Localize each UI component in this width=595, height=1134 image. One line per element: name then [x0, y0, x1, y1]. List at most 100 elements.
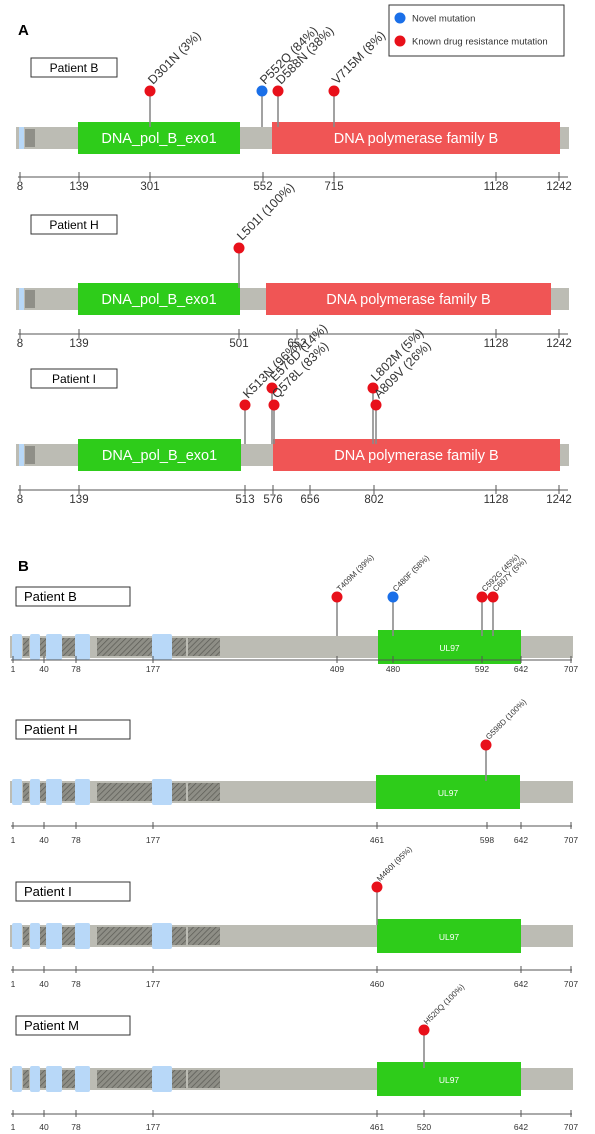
panel-b-letter: B	[18, 558, 29, 575]
dna-polymerase-family-b-domain	[273, 439, 560, 471]
low-complexity-region	[23, 1070, 29, 1088]
known-mutation-marker	[487, 591, 499, 603]
panel-a-letter: A	[18, 22, 29, 39]
panel-a-track: Patient B DNA_pol_B_exo1 DNA polymerase fa…	[16, 57, 572, 193]
low-complexity-region	[188, 927, 220, 945]
known-mutation-marker	[144, 85, 156, 97]
mutation-label: M460I (95%)	[375, 844, 414, 883]
known-mutation-marker	[272, 85, 284, 97]
tick-label: 1	[11, 979, 16, 989]
known-mutation-legend-marker	[394, 35, 406, 47]
known-mutation-marker	[371, 881, 383, 893]
known-mutation-marker	[328, 85, 340, 97]
tick-label: 8	[17, 494, 23, 506]
tick-label: 301	[140, 181, 159, 193]
low-complexity-region	[172, 638, 186, 656]
known-mutation-marker	[480, 739, 492, 751]
light-blue-segment	[30, 634, 40, 660]
novel-mutation-legend-marker	[394, 12, 406, 24]
mutation-label: V715M (8%)	[329, 28, 388, 87]
panel-b-track: Patient B UL97 1 40 78 177 409 480 592 642 707	[10, 586, 578, 674]
ul97-domain	[376, 775, 520, 809]
domain-label: UL97	[439, 1075, 460, 1085]
mutation-lollipop: T409M (39%)	[331, 553, 376, 636]
low-complexity-region	[40, 638, 46, 656]
tick-label: 480	[386, 664, 400, 674]
domain-label: DNA polymerase family B	[334, 131, 498, 147]
mutation-label: D301N (3%)	[145, 29, 204, 88]
low-complexity-region	[62, 638, 75, 656]
low-complexity-region	[188, 783, 220, 801]
tick-label: 707	[564, 664, 578, 674]
tick-label: 1242	[546, 181, 572, 193]
patient-box	[30, 214, 118, 235]
novel-mutation-marker	[387, 591, 399, 603]
known-mutation-marker	[370, 399, 382, 411]
tick-label: 642	[514, 664, 528, 674]
tick-label: 652	[287, 338, 306, 350]
mutation-lollipop: V715M (8%)	[328, 28, 388, 127]
low-complexity-region	[97, 1070, 140, 1088]
low-complexity-region	[140, 783, 152, 801]
known-mutation-marker	[233, 242, 245, 254]
low-complexity-region	[23, 927, 29, 945]
tick-label: 592	[475, 664, 489, 674]
known-mutation-marker	[239, 399, 251, 411]
tick-label: 642	[514, 1122, 528, 1132]
low-complexity-region	[140, 638, 152, 656]
legend-label: Novel mutation	[412, 14, 475, 25]
light-blue-segment	[30, 923, 40, 949]
tick-label: 78	[71, 664, 81, 674]
mutation-label: C480F (58%)	[391, 553, 431, 593]
legend-box	[388, 4, 565, 57]
low-complexity-region	[97, 638, 140, 656]
tick-label: 177	[146, 664, 160, 674]
low-complexity-region	[172, 783, 186, 801]
low-complexity-region	[172, 1070, 186, 1088]
low-complexity-region	[188, 1070, 220, 1088]
known-mutation-marker	[367, 382, 379, 394]
tick-label: 40	[39, 835, 49, 845]
mutation-label: H520Q (100%)	[422, 982, 466, 1026]
tick-label: 707	[564, 835, 578, 845]
patient-label: Patient I	[24, 884, 72, 899]
low-complexity-region	[97, 927, 140, 945]
light-blue-segment	[75, 779, 90, 805]
tick-label: 642	[514, 835, 528, 845]
light-blue-segment	[30, 779, 40, 805]
ul97-domain	[377, 919, 521, 953]
tick-label: 1242	[546, 338, 572, 350]
known-mutation-marker	[418, 1024, 430, 1036]
mutation-lollipop: C480F (58%)	[387, 553, 431, 636]
dna-polymerase-family-b-domain	[266, 283, 551, 315]
domain-label: UL97	[438, 788, 459, 798]
tick-label: 177	[146, 835, 160, 845]
tick-label: 1128	[484, 494, 509, 506]
dna-pol-b-exo1-domain	[78, 122, 240, 154]
light-blue-segment	[12, 1066, 22, 1092]
low-complexity-region	[25, 446, 35, 464]
low-complexity-region	[25, 129, 35, 147]
tick-label: 78	[71, 979, 81, 989]
known-mutation-marker	[266, 382, 278, 394]
tick-label: 139	[69, 181, 88, 193]
low-complexity-region	[23, 638, 29, 656]
mutation-lollipop: L501I (100%)	[233, 180, 297, 288]
patient-box	[30, 57, 118, 78]
low-complexity-region	[62, 783, 75, 801]
tick-label: 520	[417, 1122, 431, 1132]
patient-label: Patient B	[50, 61, 99, 75]
light-blue-segment	[152, 1066, 172, 1092]
tick-label: 707	[564, 1122, 578, 1132]
patient-label: Patient B	[24, 589, 77, 604]
light-blue-segment	[152, 923, 172, 949]
patient-box	[15, 1015, 131, 1036]
patient-box	[30, 368, 118, 389]
dna-pol-b-exo1-domain	[78, 439, 241, 471]
signal-region	[19, 288, 24, 310]
light-blue-segment	[46, 923, 62, 949]
tick-label: 1	[11, 835, 16, 845]
tick-label: 139	[69, 338, 88, 350]
domain-label: DNA_pol_B_exo1	[101, 131, 216, 147]
mutation-label: G598D (100%)	[484, 697, 528, 741]
